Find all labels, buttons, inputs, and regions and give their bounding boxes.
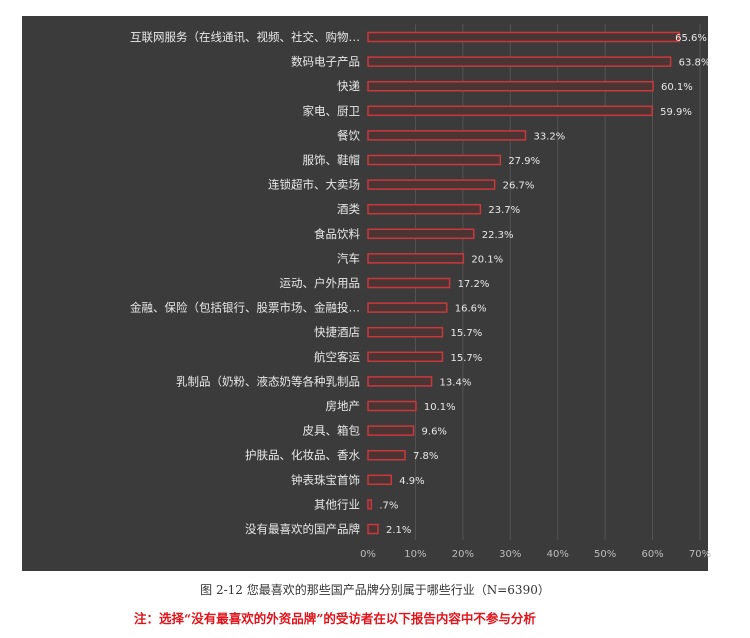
category-label: 乳制品（奶粉、液态奶等各种乳制品 <box>176 374 360 388</box>
x-tick-label: 40% <box>547 549 569 560</box>
figure-note: 注：选择“没有最喜欢的外资品牌”的受访者在以下报告内容中不参与分析 <box>134 611 536 626</box>
x-tick-label: 70% <box>689 549 711 560</box>
category-label: 金融、保险（包括银行、股票市场、金融投… <box>130 301 360 315</box>
category-label: 护肤品、化妆品、香水 <box>245 448 360 462</box>
bar <box>367 31 680 43</box>
data-label: 20.1% <box>471 254 503 265</box>
data-label: 7.8% <box>413 451 438 462</box>
x-tick-label: 10% <box>404 549 426 560</box>
bar <box>367 203 482 215</box>
category-label: 数码电子产品 <box>291 55 360 69</box>
x-tick-label: 30% <box>499 549 521 560</box>
bar <box>367 499 373 510</box>
x-tick-label: 50% <box>594 549 616 560</box>
bar <box>367 302 448 313</box>
data-label: 15.7% <box>450 353 482 364</box>
data-label: 27.9% <box>508 156 540 167</box>
category-label: 房地产 <box>326 399 361 413</box>
data-label: 15.7% <box>450 328 482 339</box>
bar <box>367 179 496 190</box>
bar <box>367 154 502 166</box>
data-label: 2.1% <box>386 525 411 536</box>
data-label: 65.6% <box>675 33 707 44</box>
category-label: 餐饮 <box>337 128 360 142</box>
bar <box>367 449 406 461</box>
category-label: 服饰、鞋帽 <box>303 153 361 167</box>
bar <box>367 523 379 535</box>
data-label: 22.3% <box>482 230 514 241</box>
bar <box>367 228 475 240</box>
category-label: 皮具、箱包 <box>303 424 361 438</box>
category-label: 航空客运 <box>314 350 360 364</box>
figure-caption: 图 2-12 您最喜欢的那些国产品牌分别属于哪些行业（N=6390） <box>200 583 550 597</box>
data-label: 26.7% <box>503 181 535 192</box>
bar <box>367 277 451 289</box>
bar <box>367 253 465 264</box>
x-tick-label: 0% <box>360 549 376 560</box>
bar <box>367 351 444 363</box>
category-label: 互联网服务（在线通讯、视频、社交、购物… <box>130 30 360 44</box>
category-label: 食品饮料 <box>314 227 360 241</box>
data-label: 60.1% <box>661 82 693 93</box>
category-label: 快捷酒店 <box>314 325 360 339</box>
category-label: 其他行业 <box>314 497 360 511</box>
data-label: 63.8% <box>679 58 711 69</box>
data-label: 4.9% <box>399 476 424 487</box>
category-label: 没有最喜欢的国产品牌 <box>245 522 360 536</box>
bar <box>367 80 654 92</box>
data-label: 33.2% <box>533 131 565 142</box>
category-label: 酒类 <box>337 202 360 216</box>
bar <box>367 105 653 117</box>
data-label: 23.7% <box>488 205 520 216</box>
category-label: 快递 <box>337 79 360 93</box>
data-label: 9.6% <box>422 427 447 438</box>
data-label: .7% <box>379 500 398 511</box>
category-label: 运动、户外用品 <box>280 276 361 290</box>
category-label: 家电、厨卫 <box>303 104 361 118</box>
data-label: 16.6% <box>455 304 487 315</box>
category-label: 钟表珠宝首饰 <box>291 473 360 487</box>
category-label: 汽车 <box>337 251 360 265</box>
data-label: 59.9% <box>660 107 692 118</box>
data-label: 17.2% <box>458 279 490 290</box>
bar <box>367 130 527 141</box>
data-label: 13.4% <box>440 377 472 388</box>
bar <box>367 474 392 486</box>
x-tick-label: 20% <box>452 549 474 560</box>
category-label: 连锁超市、大卖场 <box>268 178 360 192</box>
bar <box>367 326 444 338</box>
data-label: 10.1% <box>424 402 456 413</box>
bar <box>367 400 417 412</box>
bar <box>367 56 672 67</box>
bar <box>367 376 433 387</box>
x-tick-label: 60% <box>641 549 663 560</box>
bar <box>367 425 415 436</box>
